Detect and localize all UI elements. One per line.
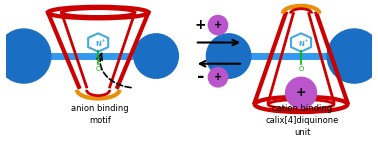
Text: +: + <box>296 86 307 99</box>
Circle shape <box>327 29 378 83</box>
Text: O: O <box>96 66 101 72</box>
Text: anion binding
motif: anion binding motif <box>71 104 129 125</box>
Text: +: + <box>304 38 308 43</box>
Text: cation binding
calix[4]diquinone
unit: cation binding calix[4]diquinone unit <box>265 104 339 137</box>
Text: +: + <box>195 18 206 32</box>
Text: O: O <box>298 66 304 72</box>
Circle shape <box>0 29 51 83</box>
Circle shape <box>208 68 228 87</box>
Circle shape <box>208 15 228 35</box>
Text: +: + <box>214 20 222 30</box>
Text: -: - <box>197 68 204 86</box>
Text: N: N <box>95 41 101 47</box>
Text: +: + <box>101 38 105 43</box>
Circle shape <box>134 34 178 78</box>
Circle shape <box>286 77 316 108</box>
Text: +: + <box>214 72 222 82</box>
Circle shape <box>206 34 251 78</box>
Text: N: N <box>298 41 304 47</box>
